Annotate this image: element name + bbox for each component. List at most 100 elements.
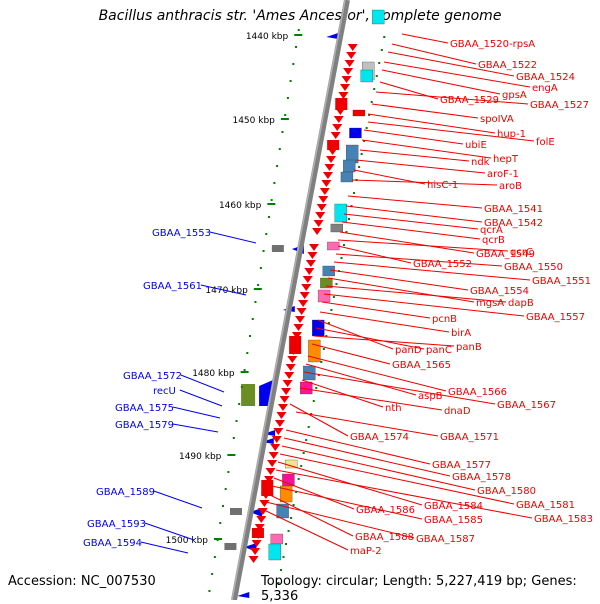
gene-leader-line	[335, 253, 503, 267]
scale-dot	[251, 318, 254, 320]
forward-gene-label: GBAA_1593	[87, 519, 146, 530]
reverse-gene-label: aspB	[418, 391, 443, 402]
track-dot	[322, 348, 325, 350]
reverse-gene-label: GBAA_1583	[534, 514, 593, 525]
gene-leader-line	[303, 371, 496, 405]
gene-leader-line	[313, 335, 455, 347]
forward-gene-arrow	[326, 33, 339, 39]
reverse-gene-arrow	[271, 436, 282, 443]
reverse-gene-arrow	[276, 412, 287, 419]
reverse-gene-arrow	[339, 84, 350, 91]
reverse-gene-arrow	[304, 268, 315, 275]
reverse-gene-arrow	[313, 220, 324, 227]
scale-dot	[267, 216, 270, 218]
reverse-gene-label: panB	[456, 342, 482, 353]
gene-domain-box	[276, 503, 289, 519]
reverse-gene-arrow	[279, 396, 290, 403]
reverse-gene-arrow	[326, 156, 337, 163]
backbone-line	[231, 0, 350, 600]
gene-leader-line	[271, 485, 423, 520]
reverse-gene-arrow	[277, 404, 288, 411]
reverse-gene-label: hepT	[493, 154, 519, 165]
genome-backbone	[231, 0, 350, 600]
gene-domain-box	[320, 277, 333, 289]
reverse-gene-arrow	[268, 452, 279, 459]
gene-leader-line	[363, 129, 464, 145]
gene-leader-line	[283, 437, 451, 477]
track-dot	[300, 465, 303, 467]
gene-leader-line	[172, 406, 221, 419]
reverse-gene-label: ubiE	[465, 140, 487, 151]
scale-dot	[221, 505, 224, 507]
gene-leader-line	[153, 490, 203, 509]
reverse-gene-arrow	[299, 292, 310, 299]
reverse-gene-label: GBAA_1581	[516, 500, 575, 511]
gene-domain-box	[372, 9, 385, 25]
reverse-gene-arrow	[321, 180, 332, 187]
scale-dot	[243, 369, 246, 371]
reverse-gene-label: GBAA_1551	[532, 276, 591, 287]
gene-leader-line	[140, 541, 189, 554]
gene-domain-box	[334, 203, 347, 223]
track-dot	[345, 231, 348, 233]
forward-gene-label: GBAA_1579	[115, 420, 174, 431]
scale-dot	[273, 182, 276, 184]
reverse-gene-label: GBAA_1586	[356, 505, 415, 516]
forward-gene-label: GBAA_1594	[83, 538, 142, 549]
reverse-gene-arrow	[307, 252, 318, 259]
gene-leader-line	[339, 231, 475, 254]
reverse-gene-label: nth	[385, 403, 402, 414]
track-dot	[317, 374, 320, 376]
track-dot	[310, 413, 313, 415]
label-leader-lines	[140, 33, 535, 554]
reverse-gene-label: GBAA_1527	[530, 100, 589, 111]
reverse-gene-label: pcnB	[432, 314, 457, 325]
track-dot	[348, 218, 351, 220]
reverse-gene-label: GBAA_1541	[484, 204, 543, 215]
reverse-gene-label: GBAA_1529	[440, 95, 499, 106]
reverse-gene-arrow	[254, 524, 265, 531]
gene-leader-line	[273, 477, 355, 510]
track-dot	[305, 439, 308, 441]
reverse-gene-arrow	[322, 172, 333, 179]
reverse-gene-arrow	[343, 68, 354, 75]
forward-gene-label: GBAA_1589	[96, 487, 155, 498]
track-dot	[360, 153, 363, 155]
reverse-gene-label: GBAA_1542	[484, 218, 543, 229]
reverse-gene-arrow	[267, 460, 278, 467]
reverse-gene-arrow	[308, 244, 319, 251]
reverse-gene-label: aroB	[499, 181, 522, 192]
reverse-gene-arrow	[324, 164, 335, 171]
track-dot	[365, 127, 368, 129]
reverse-gene-label: mgsA	[476, 298, 504, 309]
gene-leader-line	[383, 61, 531, 88]
reverse-gene-arrow	[301, 284, 312, 291]
scale-label: 1440 kbp	[246, 32, 289, 42]
forward-gene-label: GBAA_1553	[152, 228, 211, 239]
gene-leader-line	[361, 139, 492, 159]
reverse-gene-arrow	[341, 76, 352, 83]
gene-leader-line	[347, 195, 483, 209]
reverse-gene-arrow	[256, 516, 267, 523]
track-dot	[290, 517, 293, 519]
gene-leader-line	[321, 301, 431, 319]
reverse-gene-label: GBAA_1520-rpsA	[450, 39, 535, 50]
gene-leader-line	[301, 379, 384, 408]
reverse-gene-label: GBAA_1580	[477, 486, 536, 497]
reverse-gene-arrow	[251, 540, 262, 547]
gene-leader-line	[315, 327, 425, 350]
gene-leader-line	[200, 284, 247, 296]
track-dot	[353, 192, 356, 194]
scale-dot	[227, 471, 230, 473]
gene-leader-line	[307, 355, 447, 392]
scale-dot	[292, 63, 295, 65]
reverse-gene-arrow	[287, 356, 298, 363]
forward-gene-label: GBAA_1575	[115, 403, 174, 414]
scale-dot	[235, 420, 238, 422]
scale-dot	[208, 590, 211, 592]
forward-gene-label: recU	[153, 386, 176, 397]
track-dot	[285, 543, 288, 545]
reverse-gene-arrow	[257, 508, 268, 515]
track-dot	[307, 426, 310, 428]
reverse-gene-label: GBAA_1587	[416, 534, 475, 545]
